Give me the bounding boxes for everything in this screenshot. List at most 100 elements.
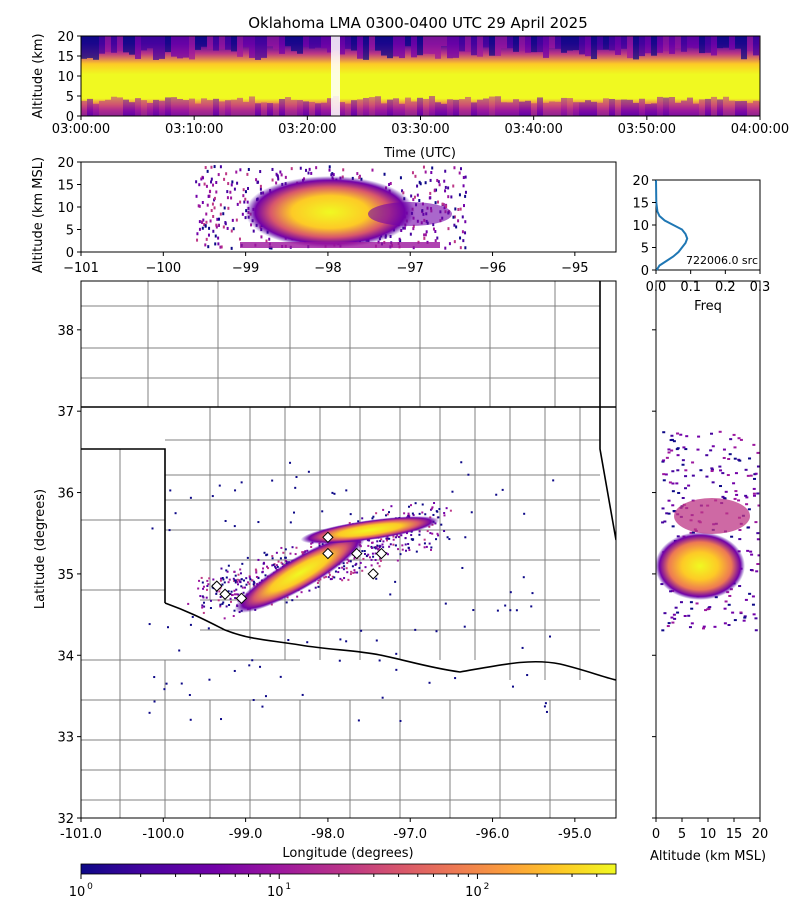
time-height-cell [579,102,585,116]
time-height-cell [171,97,177,116]
lon-alt-point [424,170,427,174]
time-height-cell [117,36,123,52]
lon-alt-point [196,232,199,236]
alt-lat-point [710,432,714,435]
time-height-cell [321,102,327,116]
plan-view-point [300,591,303,594]
colorbar: 10 0 10 1 10 2 [69,863,617,900]
time-height-cell [489,96,495,116]
time-height-cell [615,99,621,116]
plan-view-point [363,552,366,555]
lon-alt-point [220,245,223,249]
plan-view-point [392,543,395,546]
plan-view-point [266,565,269,568]
time-height-cell [735,36,741,49]
plan-view-point [360,629,363,632]
lon-alt-point [195,180,198,184]
plan-view-point [211,495,214,498]
alt-lat-point [699,469,703,472]
plan-view-point [279,557,282,560]
lon-alt-point [243,200,246,204]
plan-view-point [235,579,238,582]
plan-view-point [423,542,426,545]
plan-view-point [331,491,334,494]
alt-lat-point [722,448,726,451]
lon-alt-point [438,183,441,187]
lon-alt-point [204,243,207,247]
plan-view-point [367,544,370,547]
lon-alt-point [423,233,426,237]
alt-lat-xtick-label: 0 [652,827,660,842]
plan-view-ytick-label: 35 [57,568,74,583]
time-height-cell [405,97,411,116]
alt-lat-xtick-label: 10 [700,827,717,842]
plan-view-point [395,668,398,671]
plan-view-point [308,589,311,592]
lon-alt-point [435,188,438,192]
alt-lat-point [708,606,712,609]
plan-view-point [289,521,292,524]
plan-view-point [418,512,421,515]
plan-view-ytick-label: 32 [57,812,74,827]
alt-lat-point [756,532,760,535]
plan-view-point [284,559,287,562]
plan-view-point [264,695,267,698]
plan-view-point [324,575,327,578]
plan-view-point [410,534,413,537]
lon-alt-point [259,187,262,191]
plan-view-point [357,520,360,523]
time-height-cell [555,36,561,49]
plan-view-point [289,461,292,464]
plan-view-point [376,544,379,547]
time-height-cell [609,36,615,51]
alt-lat-point [749,474,753,477]
plan-view-point [386,513,389,516]
plan-view-point [337,571,340,574]
alt-lat-point [672,440,676,443]
plan-view-point [225,576,228,579]
time-height-cell [711,96,717,116]
time-height-cell [279,98,285,116]
plan-view-point [198,579,201,582]
plan-view-point [239,568,242,571]
plan-view-point [236,578,239,581]
time-height-cell [549,101,555,116]
plan-view-point [341,579,344,582]
plan-view-point [388,537,391,540]
alt-lat-point [754,617,758,620]
plan-view-point [151,527,154,530]
lon-alt-point [459,236,462,240]
plan-view-point [243,586,246,589]
time-height-cell [291,36,297,52]
lon-alt-point [226,196,229,200]
plan-view-point [544,702,547,705]
time-height-xtick-label: 04:00:00 [731,122,789,137]
time-height-cell [105,99,111,116]
plan-view-point [255,575,258,578]
plan-view-xtick-label: -98.0 [311,827,345,842]
alt-lat-point [724,490,728,493]
alt-lat-point [738,538,742,541]
alt-lat-xtick-label: 20 [752,827,769,842]
lon-alt-point [212,229,215,233]
lon-alt-point [389,181,392,185]
lon-alt-point [428,196,431,200]
alt-lat-point [739,611,743,614]
plan-view-point [509,609,512,612]
time-height-cell [687,36,693,48]
alt-lat-point [757,504,760,507]
time-height-cell [495,36,501,56]
lon-alt-point [219,203,222,207]
lon-alt-point [200,220,203,224]
time-height-cell [699,36,705,54]
lon-alt-point [226,226,229,230]
alt-lat-point [688,626,692,629]
alt-lat-point [707,607,711,610]
plan-view-ytick-label: 37 [57,405,74,420]
time-height-cell [549,36,555,48]
alt-lat-point [671,621,675,624]
alt-lat-point [744,494,748,497]
time-height-ytick-label: 5 [66,90,74,105]
plan-view-point [342,562,345,565]
plan-view-point [350,570,353,573]
